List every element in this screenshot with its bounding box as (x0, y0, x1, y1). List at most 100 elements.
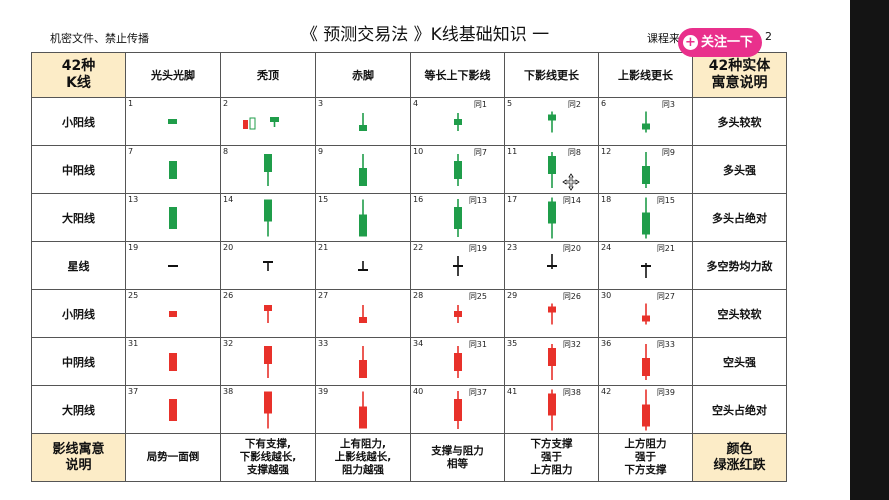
candlestick-icon (641, 303, 650, 324)
candle-number: 35 (507, 339, 518, 348)
row-label: 大阴线 (31, 385, 126, 434)
candlestick-icon (263, 260, 273, 271)
candle-cell: 24 同21 (598, 241, 693, 290)
column-header: 光头光脚 (125, 52, 221, 98)
column-header: 下影线更长 (504, 52, 599, 98)
same-as-label: 同25 (468, 292, 487, 301)
candle-cell: 41 同38 (504, 385, 599, 434)
candlestick-icon (264, 153, 272, 186)
candle-number: 16 (413, 195, 424, 204)
candle-cell: 20 (220, 241, 316, 290)
candle-number: 4 (413, 99, 419, 108)
candle-cell: 3 (315, 97, 411, 146)
footer-label-line-2: 说明 (65, 457, 92, 473)
candlestick-icon (359, 199, 367, 236)
candle-cell: 9 (315, 145, 411, 194)
candle-number: 25 (128, 291, 139, 300)
candle-number: 41 (507, 387, 518, 396)
candle-cell: 5 同2 (504, 97, 599, 146)
candlestick-icon (359, 345, 367, 378)
candle-cell: 38 (220, 385, 316, 434)
footer-cell-line: 上有阻力, (340, 438, 386, 450)
candle-number: 18 (601, 195, 612, 204)
corner-line-1: 42种 (61, 58, 96, 74)
footer-cell: 下方支撑 强于 上方阻力 (504, 433, 599, 482)
same-as-label: 同31 (468, 340, 487, 349)
candlestick-icon (546, 253, 557, 269)
candlestick-icon (169, 160, 177, 179)
candlestick-icon (169, 352, 177, 371)
same-as-label: 同1 (473, 100, 487, 109)
candle-cell: 1 (125, 97, 221, 146)
candlestick-icon (547, 343, 556, 380)
footer-cell-line: 上方阻力 (624, 438, 667, 450)
candle-number: 40 (413, 387, 424, 396)
candle-cell: 16 同13 (410, 193, 505, 242)
candlestick-icon (359, 391, 367, 428)
same-as-label: 同21 (656, 244, 675, 253)
candle-number: 19 (128, 243, 139, 252)
row-label: 中阳线 (31, 145, 126, 194)
candlestick-icon (453, 112, 462, 131)
candle-number: 27 (318, 291, 329, 300)
candle-number: 26 (223, 291, 234, 300)
candle-cell: 27 (315, 289, 411, 338)
column-header: 上影线更长 (598, 52, 693, 98)
row-label: 大阳线 (31, 193, 126, 242)
candle-number: 21 (318, 243, 329, 252)
same-as-label: 同13 (468, 196, 487, 205)
page-title: 《 预测交易法 》K线基础知识 一 (300, 25, 550, 45)
candlestick-icon (264, 304, 272, 323)
candle-cell: 15 (315, 193, 411, 242)
footer-cell-line: 下方支撑 (624, 464, 667, 476)
candle-number: 28 (413, 291, 424, 300)
candlestick-icon (168, 118, 177, 124)
candlestick-icon (453, 304, 462, 323)
footer-cell: 局势一面倒 (125, 433, 221, 482)
candle-number: 7 (128, 147, 134, 156)
same-as-label: 同2 (567, 100, 581, 109)
candle-number: 37 (128, 387, 139, 396)
follow-button[interactable]: + 关注一下 (678, 28, 762, 57)
footer-cell-line: 上影线越长, (334, 451, 392, 463)
row-meaning: 空头较软 (692, 289, 787, 338)
candle-cell: 13 (125, 193, 221, 242)
same-as-label: 同37 (468, 388, 487, 397)
footer-cell-line: 相等 (447, 457, 468, 470)
candle-cell: 22 同19 (410, 241, 505, 290)
right-dark-margin (850, 0, 889, 500)
meaning-header: 42种实体 寓意说明 (692, 52, 787, 98)
row-label: 小阴线 (31, 289, 126, 338)
footer-cell-line: 强于 (635, 451, 656, 463)
candle-cell: 28 同25 (410, 289, 505, 338)
table-row: 大阴线 37 38 39 40 同37 41 同38 42 同39 空头占绝对 (31, 385, 787, 434)
candle-number: 15 (318, 195, 329, 204)
candlestick-icon (452, 255, 463, 276)
candle-number: 39 (318, 387, 329, 396)
candle-cell: 12 同9 (598, 145, 693, 194)
candle-number: 24 (601, 243, 612, 252)
candle-cell: 39 (315, 385, 411, 434)
table-row: 小阳线 1 2 3 4 同1 5 同2 6 同3 多头较软 (31, 97, 787, 146)
meaning-header-line-1: 42种实体 (708, 58, 771, 74)
candle-number: 6 (601, 99, 607, 108)
candlestick-icon (264, 199, 272, 236)
row-label: 星线 (31, 241, 126, 290)
footer-cell: 支撑与阻力 相等 (410, 433, 505, 482)
footer-cell-line: 上方阻力 (530, 464, 573, 476)
row-meaning: 空头占绝对 (692, 385, 787, 434)
candlestick-icon (547, 303, 556, 324)
same-as-label: 同26 (562, 292, 581, 301)
candle-number: 8 (223, 147, 229, 156)
candlestick-icon (547, 389, 556, 430)
course-source-tail: 2 (765, 30, 772, 43)
candlestick-icon (359, 304, 367, 323)
footer-cell-line: 支撑越强 (247, 464, 289, 476)
same-as-label: 同20 (562, 244, 581, 253)
candle-cell: 34 同31 (410, 337, 505, 386)
candlestick-icon (359, 153, 367, 186)
row-meaning: 空头强 (692, 337, 787, 386)
same-as-label: 同27 (656, 292, 675, 301)
candle-number: 23 (507, 243, 518, 252)
candle-number: 30 (601, 291, 612, 300)
